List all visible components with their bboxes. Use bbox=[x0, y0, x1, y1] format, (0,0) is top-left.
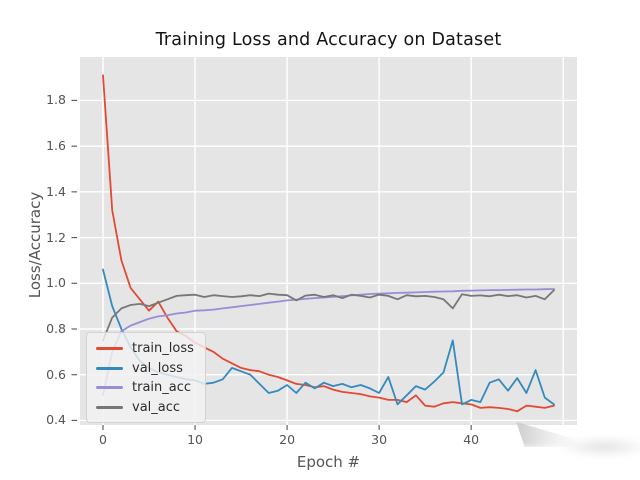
legend-item-val-loss: val_loss bbox=[96, 359, 194, 379]
series-line-train_acc bbox=[102, 288, 555, 397]
y-tick-label: 1.8 bbox=[46, 92, 66, 108]
y-tick-label: 0.8 bbox=[46, 321, 66, 336]
x-tick-label: 0 bbox=[99, 432, 107, 447]
legend-item-train-acc: train_acc bbox=[96, 378, 194, 398]
smudge-artifact-tail bbox=[558, 436, 640, 458]
legend-label: val_acc bbox=[132, 399, 181, 415]
y-tick-label: 1.0 bbox=[46, 275, 66, 291]
y-tick-label: 1.6 bbox=[46, 138, 66, 154]
legend-label: train_loss bbox=[132, 341, 194, 357]
legend-box: train_loss val_loss train_acc val_acc bbox=[86, 332, 206, 423]
legend-item-train-loss: train_loss bbox=[96, 339, 194, 359]
y-tick-label: 1.2 bbox=[46, 229, 66, 245]
train-acc-line-swatch bbox=[96, 386, 123, 390]
x-axis-label: Epoch # bbox=[296, 453, 361, 471]
y-tick-label: 1.4 bbox=[46, 183, 66, 199]
chart-title: Training Loss and Accuracy on Dataset bbox=[155, 30, 502, 50]
x-tick-label: 20 bbox=[279, 432, 296, 447]
x-tick-label: 30 bbox=[371, 432, 388, 447]
train-loss-line-swatch bbox=[96, 347, 123, 351]
y-tick-label: 0.6 bbox=[46, 366, 66, 382]
x-tick-label: 40 bbox=[463, 432, 480, 447]
legend-item-val-acc: val_acc bbox=[96, 398, 194, 418]
legend-label: train_acc bbox=[132, 380, 192, 396]
legend-label: val_loss bbox=[132, 360, 183, 376]
x-tick-label: 10 bbox=[187, 432, 203, 447]
series-line-val_acc bbox=[102, 289, 555, 342]
val-acc-line-swatch bbox=[96, 405, 123, 409]
y-tick-label: 0.4 bbox=[46, 412, 66, 428]
val-loss-line-swatch bbox=[96, 366, 123, 370]
